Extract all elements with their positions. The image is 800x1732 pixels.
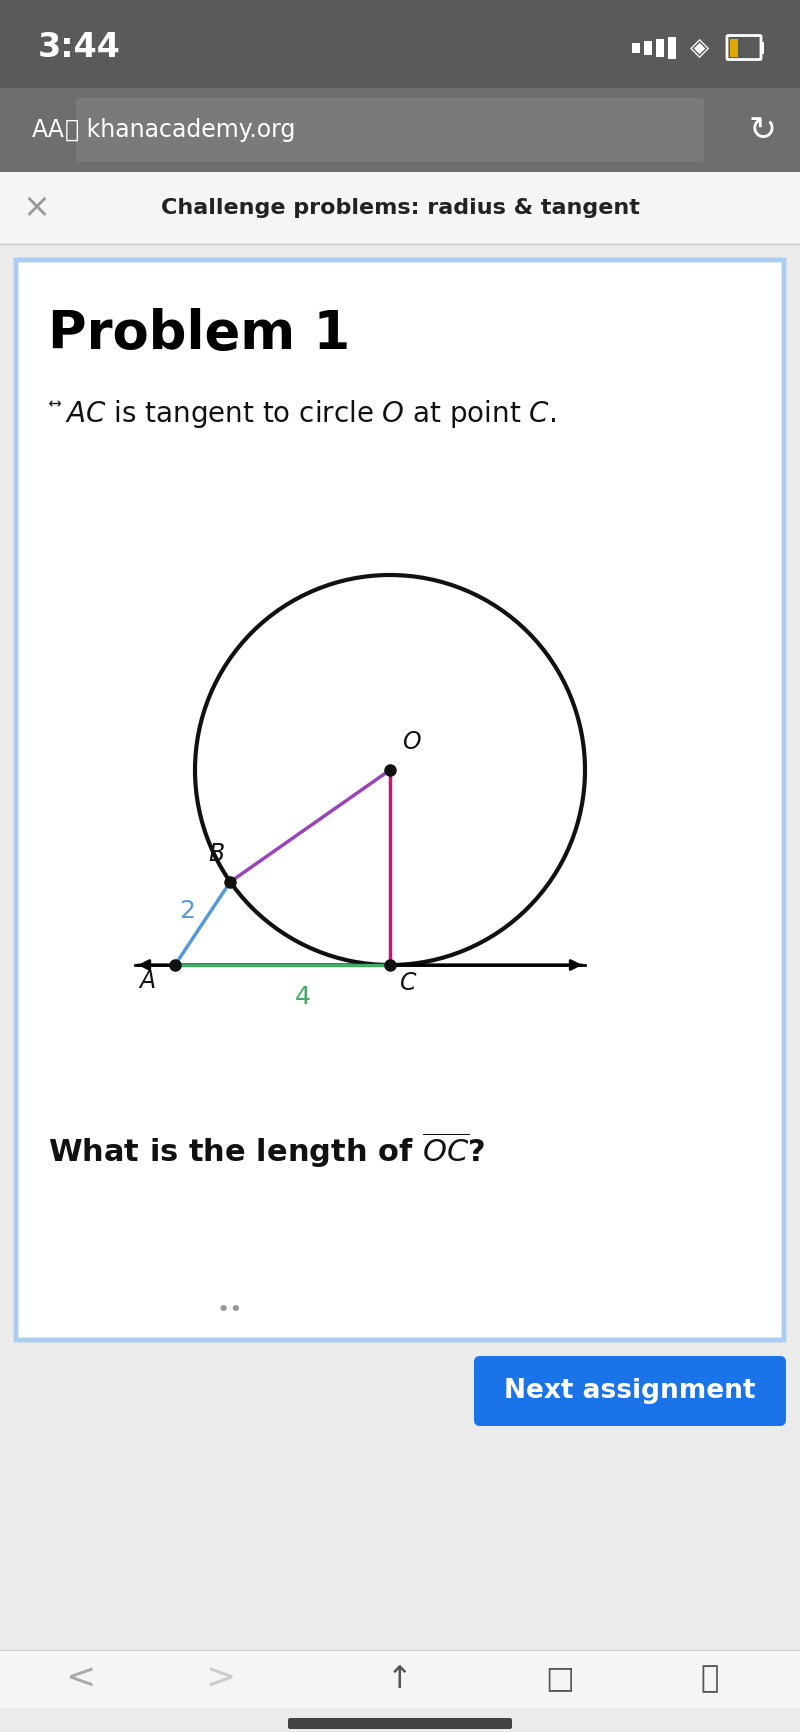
Text: 2: 2 [178, 899, 194, 923]
FancyBboxPatch shape [474, 1356, 786, 1425]
Bar [656, 38, 664, 57]
Bar [0, 88, 800, 171]
FancyBboxPatch shape [16, 260, 784, 1341]
Text: Next assignment: Next assignment [504, 1379, 756, 1405]
Text: ×: × [22, 192, 50, 225]
Text: What is the length of $\overline{OC}$?: What is the length of $\overline{OC}$? [48, 1129, 486, 1169]
Text: 4: 4 [294, 986, 310, 1010]
Text: ◈: ◈ [690, 36, 710, 59]
Text: □: □ [546, 1664, 574, 1694]
Bar [632, 43, 640, 52]
Bar [668, 36, 676, 59]
Text: $\overleftrightarrow{AC}$ is tangent to circle $O$ at point $C$.: $\overleftrightarrow{AC}$ is tangent to … [48, 398, 556, 430]
Bar [730, 38, 738, 57]
Text: B: B [208, 842, 224, 866]
Text: ↻: ↻ [748, 114, 776, 147]
Text: Challenge problems: radius & tangent: Challenge problems: radius & tangent [161, 197, 639, 218]
Text: ↑: ↑ [387, 1664, 413, 1694]
FancyBboxPatch shape [288, 1718, 512, 1729]
Bar [0, 0, 800, 88]
Text: ⎕: ⎕ [701, 1664, 719, 1694]
Text: C: C [400, 972, 417, 994]
Bar [0, 1651, 800, 1708]
Bar [760, 42, 764, 54]
Text: A: A [139, 968, 155, 992]
Bar [0, 171, 800, 244]
Text: <: < [65, 1663, 95, 1696]
Text: ••: •• [217, 1301, 243, 1320]
Text: O: O [402, 729, 421, 753]
Text: 🔒 khanacademy.org: 🔒 khanacademy.org [65, 118, 295, 142]
FancyBboxPatch shape [76, 99, 704, 163]
Bar [644, 40, 652, 54]
Text: AA: AA [32, 118, 65, 142]
Text: >: > [205, 1663, 235, 1696]
Text: Problem 1: Problem 1 [48, 308, 350, 360]
Text: 3:44: 3:44 [38, 31, 121, 64]
